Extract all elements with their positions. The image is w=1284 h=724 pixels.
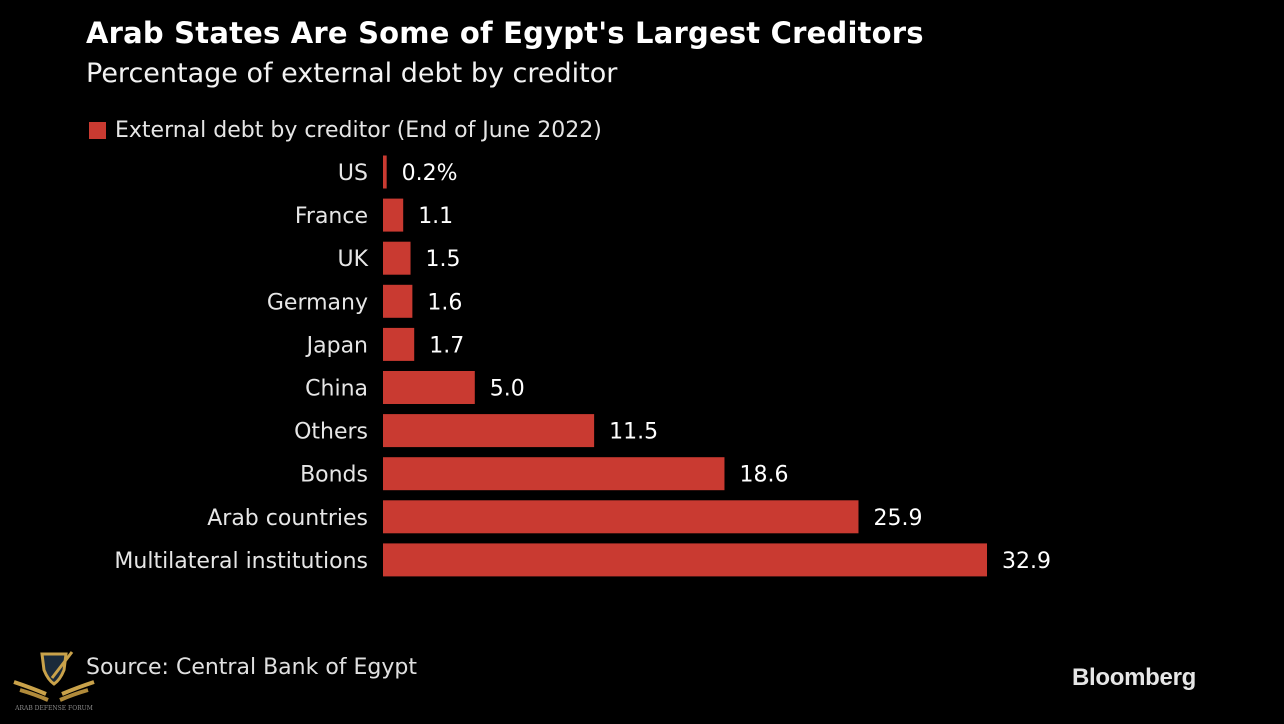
shield-icon: ARAB DEFENSE FORUM [13,651,95,712]
value-label: 1.7 [429,333,464,358]
bar-japan [383,327,415,361]
legend-swatch [89,122,106,139]
value-label: 1.5 [426,247,461,272]
watermark-logo: ARAB DEFENSE FORUM [8,648,108,720]
category-label: US [338,161,368,186]
bar-bonds [383,457,725,491]
bars-layer: US 0.2% France 1.1 UK 1.5 Germany 1.6 Japan 1.7 Ch… [114,155,1051,577]
bar-china [383,371,475,404]
category-label: Bonds [300,463,368,488]
category-label: Others [294,420,368,445]
bar-us [383,155,387,189]
bar-germany [383,284,413,318]
bloomberg-logo: Bloomberg [1072,664,1196,691]
watermark-text: ARAB DEFENSE FORUM [14,705,93,712]
value-label: 5.0 [490,377,525,402]
chart-title: Arab States Are Some of Egypt's Largest … [86,16,924,50]
legend-label: External debt by creditor (End of June 2… [115,118,602,143]
bar-france [383,198,404,232]
value-label: 32.9 [1002,549,1051,574]
bar-multilateral-institutions [383,543,987,577]
category-label: France [295,204,368,229]
value-label: 1.6 [427,290,462,315]
source-note: Source: Central Bank of Egypt [86,655,417,680]
value-label: 1.1 [418,204,453,229]
category-label: China [305,377,368,402]
bar-others [383,414,595,448]
category-label: Multilateral institutions [114,549,368,574]
category-label: Japan [305,333,368,358]
bar-arab-countries [383,500,859,534]
category-label: Arab countries [207,506,368,531]
legend: External debt by creditor (End of June 2… [89,118,602,143]
bar-uk [383,241,411,275]
value-label: 18.6 [739,463,788,488]
value-label: 25.9 [873,506,922,531]
value-label: 0.2% [402,161,458,186]
value-label: 11.5 [609,420,658,445]
category-label: UK [337,247,368,272]
chart-subtitle: Percentage of external debt by creditor [86,58,618,89]
category-label: Germany [267,290,368,315]
